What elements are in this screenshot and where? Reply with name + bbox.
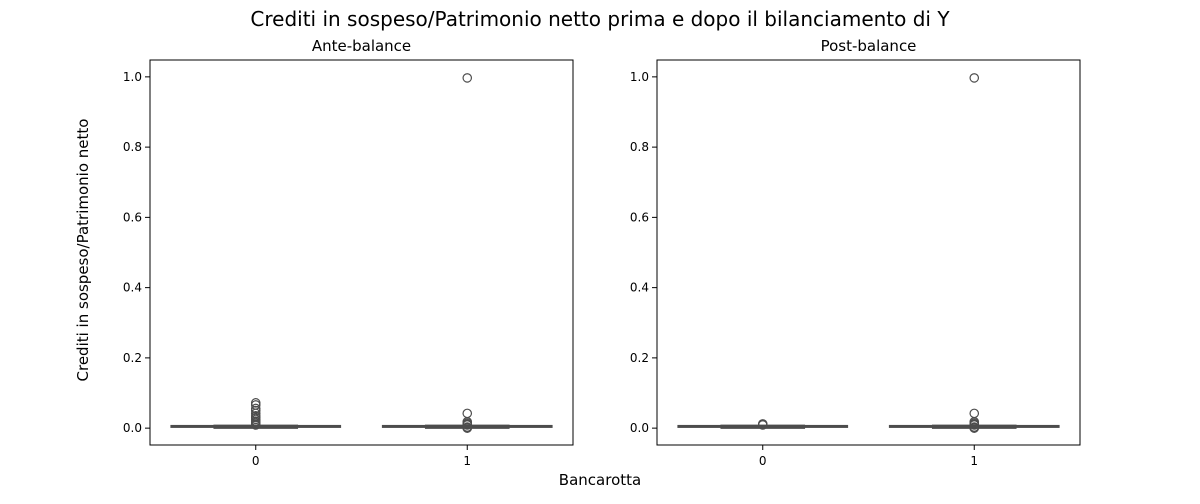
y-tick-label: 0.8 (123, 140, 142, 154)
y-tick-label: 1.0 (123, 70, 142, 84)
x-tick-label: 1 (463, 454, 471, 468)
plot-area (149, 59, 574, 446)
outlier-point (250, 420, 261, 430)
panel-title: Post-balance (821, 37, 917, 55)
panel-title: Ante-balance (312, 37, 411, 55)
y-tick-label: 0.2 (123, 351, 142, 365)
y-tick-label: 0.4 (123, 281, 142, 295)
outlier-point (462, 423, 473, 433)
y-tick-label: 0.2 (630, 351, 649, 365)
panel-marks: 0.0 0.2 0.4 0.6 0.8 1.0 0 1 (630, 70, 1060, 468)
y-tick-label: 0.4 (630, 281, 649, 295)
x-tick-label: 0 (252, 454, 260, 468)
x-tick-label: 1 (970, 454, 978, 468)
outlier-point (462, 73, 473, 83)
outlier-point (757, 420, 768, 430)
panel-marks: 0.0 0.2 0.4 0.6 0.8 1.0 0 1 (123, 70, 553, 468)
panel-post-balance: Post-balance 0.0 0.2 0.4 0.6 0.8 1.0 0 1 (630, 37, 1081, 468)
y-tick-label: 0.6 (630, 210, 649, 224)
figure-title: Crediti in sospeso/Patrimonio netto prim… (250, 7, 950, 31)
y-tick-label: 0.8 (630, 140, 649, 154)
figure-ylabel: Crediti in sospeso/Patrimonio netto (74, 119, 92, 382)
plot-area (656, 59, 1081, 446)
outlier-point (969, 73, 980, 83)
outlier-point (250, 408, 261, 419)
y-tick-label: 1.0 (630, 70, 649, 84)
y-tick-label: 0.0 (123, 421, 142, 435)
outlier-point (462, 408, 473, 419)
x-tick-label: 0 (759, 454, 767, 468)
outlier-point (969, 408, 980, 419)
figure-xlabel: Bancarotta (559, 471, 641, 489)
panel-ante-balance: Ante-balance 0.0 0.2 0.4 0.6 0.8 1.0 0 1 (123, 37, 574, 468)
y-tick-label: 0.0 (630, 421, 649, 435)
y-tick-label: 0.6 (123, 210, 142, 224)
outlier-point (969, 423, 980, 433)
